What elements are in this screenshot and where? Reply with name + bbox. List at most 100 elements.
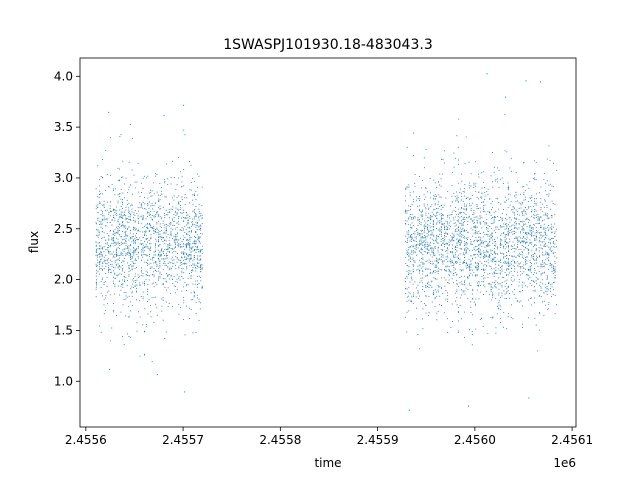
data-point xyxy=(158,270,160,272)
data-point xyxy=(112,256,114,258)
data-point xyxy=(112,188,114,190)
data-point xyxy=(150,234,152,236)
data-point xyxy=(409,270,411,272)
data-point xyxy=(460,207,462,208)
data-point xyxy=(492,249,494,251)
data-point xyxy=(134,267,136,269)
data-point xyxy=(459,269,461,271)
data-point xyxy=(431,280,433,282)
data-point xyxy=(515,201,517,203)
data-point xyxy=(472,288,474,290)
data-point xyxy=(544,253,546,255)
data-point xyxy=(551,215,553,217)
data-point xyxy=(456,256,458,258)
data-point xyxy=(450,327,452,329)
data-point xyxy=(526,286,528,288)
data-point xyxy=(97,235,99,237)
data-point xyxy=(120,289,122,291)
data-point xyxy=(446,318,448,320)
data-point xyxy=(490,285,492,287)
data-point xyxy=(483,257,485,259)
data-point xyxy=(111,184,113,186)
data-point xyxy=(127,192,129,194)
data-point xyxy=(464,249,465,251)
data-point xyxy=(487,256,489,258)
data-point xyxy=(479,238,481,240)
data-point xyxy=(464,243,466,245)
data-point xyxy=(429,272,431,273)
data-point xyxy=(551,286,553,288)
data-point xyxy=(495,241,497,242)
data-point xyxy=(125,240,127,242)
data-point xyxy=(523,194,525,196)
data-point xyxy=(150,226,152,228)
data-point xyxy=(408,295,410,297)
data-point xyxy=(476,240,478,242)
data-point xyxy=(433,234,435,236)
data-point xyxy=(495,253,497,255)
data-point xyxy=(185,266,187,268)
data-point xyxy=(508,245,509,247)
data-point xyxy=(418,250,420,252)
data-point xyxy=(409,293,411,295)
data-point xyxy=(182,286,184,288)
data-point xyxy=(508,269,509,271)
data-point xyxy=(461,294,463,296)
data-point xyxy=(137,245,139,247)
data-point xyxy=(440,205,442,207)
data-point xyxy=(419,264,421,266)
data-point xyxy=(538,216,540,218)
data-point xyxy=(479,239,481,241)
data-point xyxy=(114,277,116,279)
data-point xyxy=(159,199,161,201)
data-point xyxy=(190,189,192,191)
data-point xyxy=(169,237,171,239)
data-point xyxy=(490,283,492,285)
data-point xyxy=(471,293,473,295)
data-point xyxy=(135,258,136,260)
data-point xyxy=(440,212,442,214)
data-point xyxy=(145,244,147,246)
y-tick-label: 2.5 xyxy=(54,222,73,236)
data-point xyxy=(406,277,408,279)
data-point xyxy=(440,288,442,289)
data-point xyxy=(199,264,201,266)
data-point xyxy=(436,235,438,237)
data-point xyxy=(504,280,506,282)
data-point xyxy=(404,222,406,224)
data-point xyxy=(151,266,153,268)
data-point xyxy=(457,201,459,203)
data-point xyxy=(498,268,500,270)
data-point xyxy=(119,280,121,282)
data-point xyxy=(537,216,539,218)
data-point xyxy=(431,256,433,258)
data-point xyxy=(510,157,512,159)
data-point xyxy=(475,257,477,259)
data-point xyxy=(125,238,127,240)
data-point xyxy=(520,300,522,302)
data-point xyxy=(153,226,155,228)
data-point xyxy=(519,231,521,233)
data-point xyxy=(532,256,534,258)
data-point xyxy=(131,279,133,281)
data-point xyxy=(423,243,425,245)
data-point xyxy=(183,104,185,106)
data-point xyxy=(450,226,452,228)
data-point xyxy=(475,304,476,306)
data-point xyxy=(417,243,419,245)
data-point xyxy=(486,73,488,75)
data-point xyxy=(469,203,471,205)
data-point xyxy=(464,259,465,261)
data-point xyxy=(125,217,127,219)
data-point xyxy=(465,252,467,254)
data-point xyxy=(437,246,439,248)
data-point xyxy=(506,199,507,201)
data-point xyxy=(464,248,466,250)
data-point xyxy=(95,263,97,265)
data-point xyxy=(439,222,440,224)
data-point xyxy=(486,219,488,220)
data-point xyxy=(429,272,431,274)
data-point xyxy=(120,261,122,263)
data-point xyxy=(128,209,130,211)
data-point xyxy=(144,353,146,355)
